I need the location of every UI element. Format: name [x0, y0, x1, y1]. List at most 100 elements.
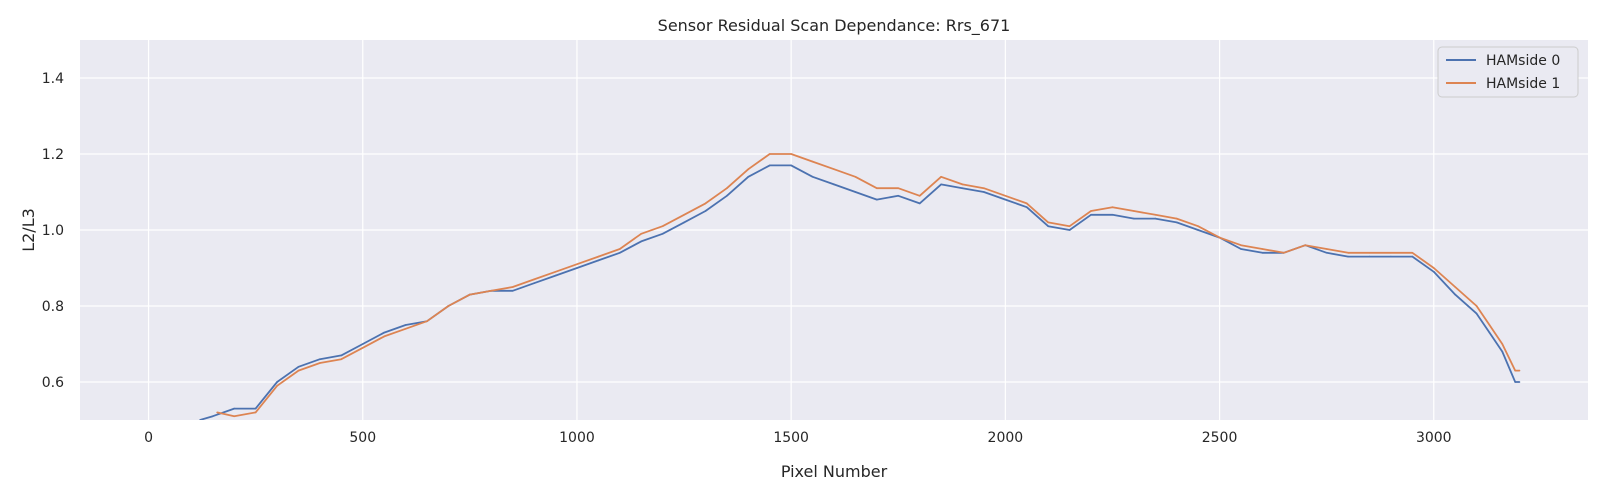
data-point: [554, 271, 557, 273]
data-point: [726, 187, 728, 189]
data-point: [1454, 286, 1456, 288]
data-point: [1068, 225, 1071, 227]
data-point: [1175, 217, 1178, 220]
data-point: [1133, 210, 1135, 212]
data-point: [404, 328, 407, 330]
data-point: [1004, 198, 1007, 201]
data-point: [597, 259, 600, 262]
series-points: [216, 153, 1521, 418]
data-point: [297, 369, 300, 372]
x-tick-label: 0: [144, 430, 153, 446]
data-point: [1433, 267, 1435, 269]
data-point: [554, 274, 557, 277]
data-point: [533, 278, 535, 281]
data-point: [1475, 312, 1478, 315]
data-point: [212, 415, 214, 418]
data-point: [576, 267, 578, 269]
data-point: [961, 187, 964, 189]
data-point: [940, 183, 942, 186]
data-point: [1501, 343, 1504, 345]
data-point: [833, 183, 835, 186]
data-point: [833, 168, 835, 170]
data-point: [983, 191, 985, 193]
data-point: [1240, 244, 1242, 246]
data-point: [940, 176, 942, 178]
data-point: [683, 214, 685, 216]
x-tick-label: 1500: [773, 430, 809, 446]
data-point: [1154, 217, 1157, 220]
data-point: [426, 320, 428, 323]
data-point: [619, 252, 621, 254]
data-point: [297, 366, 300, 368]
data-point: [447, 305, 450, 307]
data-point: [811, 176, 814, 178]
data-point: [876, 187, 878, 189]
data-point: [918, 195, 921, 197]
tick-labels: 0 500 1000 1500 2000 2500 3000 0.6 0.8 1.0 1.2 1.4: [42, 71, 1452, 446]
data-point: [1347, 255, 1349, 258]
data-point: [276, 381, 278, 383]
series-line-hamside-1: [216, 153, 1520, 418]
legend-label-hamside-1: HAMside 1: [1486, 76, 1560, 92]
x-tick-label: 1000: [559, 430, 595, 446]
data-point: [1475, 305, 1478, 307]
data-point: [1218, 236, 1221, 239]
data-point: [1261, 252, 1264, 254]
data-point: [1111, 206, 1114, 208]
data-point: [747, 176, 750, 178]
data-point: [897, 187, 900, 189]
data-point: [1068, 229, 1071, 231]
data-point: [233, 415, 235, 418]
grid: [80, 40, 1588, 420]
data-point: [576, 263, 578, 266]
data-point: [1197, 229, 1199, 231]
data-point: [276, 385, 278, 387]
data-point: [1518, 369, 1521, 372]
data-point: [1026, 206, 1028, 208]
data-point: [1488, 331, 1491, 334]
y-tick-label: 1.4: [42, 71, 64, 87]
x-tick-label: 2000: [988, 430, 1024, 446]
y-tick-label: 0.8: [42, 299, 64, 315]
data-point: [1197, 225, 1199, 227]
data-point: [1304, 244, 1307, 246]
data-point: [199, 419, 201, 420]
data-point: [704, 210, 707, 212]
y-tick-label: 1.2: [42, 147, 64, 163]
chart-title: Sensor Residual Scan Dependance: Rrs_671: [658, 16, 1011, 36]
data-point: [340, 354, 343, 357]
data-point: [1154, 214, 1157, 216]
data-point: [747, 168, 750, 170]
data-point: [404, 324, 407, 326]
data-point: [340, 358, 343, 361]
data-point: [383, 331, 386, 334]
data-point: [768, 164, 771, 167]
data-point: [1133, 217, 1135, 220]
data-point: [876, 198, 878, 201]
data-point: [469, 293, 471, 296]
data-point: [1175, 221, 1178, 224]
data-point: [233, 407, 235, 410]
data-point: [983, 187, 985, 189]
data-point: [1501, 350, 1504, 353]
data-point: [854, 191, 857, 193]
data-point: [511, 286, 514, 288]
y-tick-label: 1.0: [42, 223, 64, 239]
data-point: [362, 347, 364, 349]
data-point: [362, 343, 364, 345]
data-point: [1090, 214, 1092, 216]
data-point: [490, 290, 493, 292]
data-point: [726, 195, 728, 197]
data-point: [1368, 255, 1371, 258]
data-point: [1111, 214, 1114, 216]
data-point: [1411, 255, 1414, 258]
data-point: [683, 221, 685, 224]
data-point: [319, 358, 321, 361]
data-point: [704, 202, 707, 205]
data-point: [1488, 324, 1491, 326]
data-point: [1390, 255, 1392, 258]
data-point: [1325, 252, 1328, 254]
data-point: [533, 282, 535, 285]
data-point: [1283, 252, 1285, 254]
x-tick-label: 3000: [1416, 430, 1452, 446]
